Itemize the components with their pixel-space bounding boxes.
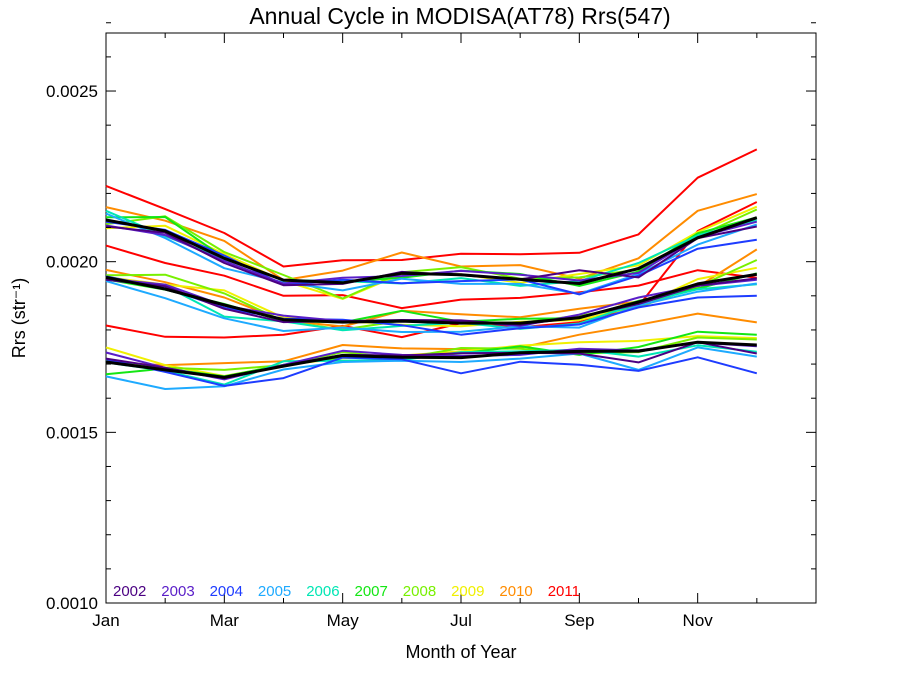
series-line-2003-25 bbox=[105, 277, 757, 327]
legend-entry-2004: 2004 bbox=[210, 583, 243, 600]
series-line-2005-20 bbox=[105, 346, 757, 390]
legend-entry-2005: 2005 bbox=[258, 583, 291, 600]
y-axis-label: Rrs (str⁻¹) bbox=[9, 278, 29, 358]
series-line-2010-3 bbox=[105, 193, 758, 282]
series-line-2005-19 bbox=[105, 280, 757, 333]
y-tick-label: 0.0020 bbox=[46, 253, 98, 272]
legend-entry-2009: 2009 bbox=[451, 583, 484, 600]
x-tick-label: Jul bbox=[450, 611, 472, 630]
series-line-mean-31 bbox=[105, 272, 758, 325]
legend-entry-2003: 2003 bbox=[161, 583, 194, 600]
legend-entry-2002: 2002 bbox=[113, 583, 146, 600]
series-line-2004-23 bbox=[105, 356, 758, 387]
legend-entry-2007: 2007 bbox=[355, 583, 388, 600]
series-line-2006-17 bbox=[105, 344, 757, 386]
axes-layer: Jan Mar May Jul Sep Nov 0.0010 0.0015 0.0020 0.00… bbox=[46, 22, 817, 630]
legend-entry-2010: 2010 bbox=[499, 583, 532, 600]
x-tick-label: May bbox=[327, 611, 360, 630]
y-tick-label: 0.0010 bbox=[46, 594, 98, 613]
legend-entry-2006: 2006 bbox=[306, 583, 339, 600]
series-line-2002-27 bbox=[105, 225, 757, 287]
x-tick-label: Jan bbox=[92, 611, 119, 630]
chart-title: Annual Cycle in MODISA(AT78) Rrs(547) bbox=[249, 3, 670, 29]
series-layer bbox=[105, 148, 758, 390]
x-tick-label: Sep bbox=[564, 611, 594, 630]
series-line-2011-0 bbox=[105, 148, 758, 268]
series-line-2011-1 bbox=[105, 244, 757, 310]
legend: 2002 2003 2004 2005 2006 2007 2008 2009 2010 2011 bbox=[113, 583, 580, 600]
legend-entry-2008: 2008 bbox=[403, 583, 436, 600]
series-line-2010-5 bbox=[105, 312, 757, 367]
x-tick-label: Mar bbox=[210, 611, 240, 630]
plot-frame bbox=[105, 32, 817, 604]
series-line-2002-28 bbox=[105, 277, 757, 326]
y-tick-label: 0.0015 bbox=[46, 423, 98, 442]
y-tick-label: 0.0025 bbox=[46, 82, 98, 101]
legend-entry-2011: 2011 bbox=[548, 583, 580, 600]
x-tick-label: Nov bbox=[683, 611, 714, 630]
series-line-mean-32 bbox=[105, 340, 757, 379]
x-axis-label: Month of Year bbox=[405, 642, 516, 662]
series-line-mean-30 bbox=[105, 216, 758, 285]
